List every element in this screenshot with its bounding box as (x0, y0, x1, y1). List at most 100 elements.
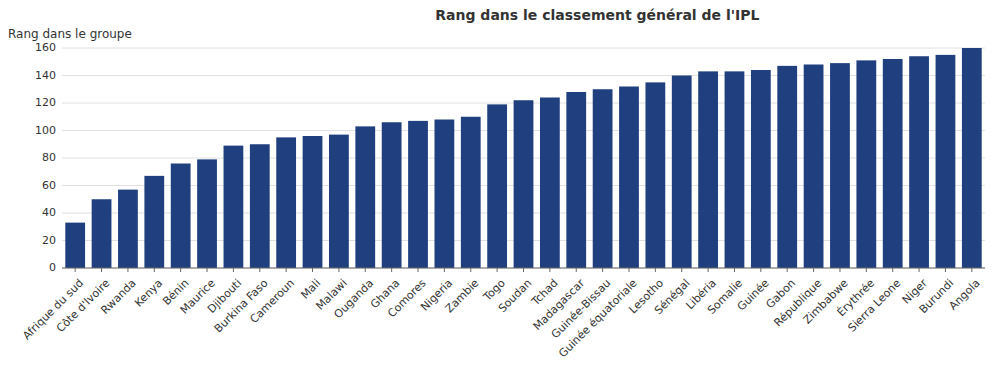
bar (883, 59, 903, 268)
bar (962, 48, 982, 268)
x-tick (576, 268, 577, 272)
x-tick (338, 268, 339, 272)
bar (276, 137, 296, 268)
bar (329, 135, 349, 268)
y-axis-label: Rang dans le groupe (8, 27, 132, 41)
y-tick-label: 80 (42, 151, 56, 164)
grid-line (62, 48, 985, 49)
y-tick-label: 0 (49, 261, 56, 274)
bar (856, 60, 876, 268)
bar (751, 70, 771, 268)
y-grid (62, 48, 985, 268)
bar (672, 76, 692, 269)
bar (593, 89, 613, 268)
x-tick (971, 268, 972, 272)
x-tick (259, 268, 260, 272)
bar (355, 126, 375, 268)
x-tick (391, 268, 392, 272)
x-tick-label: Kenya (132, 277, 165, 310)
bar (408, 121, 428, 268)
x-tick-label: Comores (385, 276, 429, 320)
bar (830, 63, 850, 268)
bar (224, 146, 244, 268)
x-tick (787, 268, 788, 272)
bar (936, 55, 956, 268)
bar (566, 92, 586, 268)
x-tick-label: Cameroun (248, 277, 297, 326)
x-tick (312, 268, 313, 272)
bar (909, 56, 929, 268)
x-axis: Afrique du sudCôte d'IvoireRwandaKenyaBé… (20, 268, 985, 360)
x-tick (127, 268, 128, 272)
bar (171, 164, 191, 269)
bar (725, 71, 745, 268)
x-tick (233, 268, 234, 272)
x-tick (602, 268, 603, 272)
x-tick (207, 268, 208, 272)
bar (303, 136, 323, 268)
x-tick (154, 268, 155, 272)
x-tick-label: Guinée (735, 276, 772, 313)
x-tick (549, 268, 550, 272)
x-tick (760, 268, 761, 272)
x-tick (497, 268, 498, 272)
x-tick (681, 268, 682, 272)
x-tick-label: Sénégal (652, 277, 693, 318)
x-tick (945, 268, 946, 272)
y-axis: 0 20 40 60 80 100 120 140 160 (35, 41, 56, 274)
x-tick (365, 268, 366, 272)
x-tick (286, 268, 287, 272)
bars (65, 48, 981, 268)
x-tick-label: Guinée équatoriale (556, 276, 640, 360)
x-tick (180, 268, 181, 272)
bar (434, 120, 454, 269)
bar (645, 82, 665, 268)
x-tick (708, 268, 709, 272)
y-tick-label: 120 (35, 96, 56, 109)
x-tick (523, 268, 524, 272)
bar (92, 199, 112, 268)
x-tick (470, 268, 471, 272)
y-tick-label: 40 (42, 206, 56, 219)
x-tick-label: Angola (947, 277, 983, 313)
chart-title: Rang dans le classement général de l'IPL (435, 7, 759, 23)
bar (144, 176, 164, 268)
x-tick (418, 268, 419, 272)
bar (461, 117, 481, 268)
x-tick (655, 268, 656, 272)
bar (65, 223, 85, 268)
x-tick-label: Zambie (443, 276, 482, 315)
bar (514, 100, 534, 268)
bar (777, 66, 797, 268)
x-tick (101, 268, 102, 272)
bar (118, 190, 138, 268)
x-tick-label: Soudan (496, 277, 534, 315)
x-tick (444, 268, 445, 272)
x-tick-label: Burundi (917, 277, 957, 317)
x-tick-label: Rwanda (98, 277, 138, 317)
chart-container: 0 20 40 60 80 100 120 140 160 Afrique du sudCôte … (0, 0, 1000, 368)
bar (487, 104, 507, 268)
x-tick-label: Ouganda (331, 277, 376, 322)
x-tick (75, 268, 76, 272)
x-tick (919, 268, 920, 272)
x-tick-label: Sierra Leone (845, 276, 903, 334)
bar (619, 87, 639, 269)
x-tick (628, 268, 629, 272)
y-tick-label: 60 (42, 179, 56, 192)
y-tick-label: 160 (35, 41, 56, 54)
bar (698, 71, 718, 268)
chart-svg: 0 20 40 60 80 100 120 140 160 Afrique du sudCôte … (0, 0, 1000, 368)
x-tick (839, 268, 840, 272)
bar (250, 144, 270, 268)
y-tick-label: 20 (42, 234, 56, 247)
bar (804, 65, 824, 269)
bar (382, 122, 402, 268)
x-tick (734, 268, 735, 272)
x-tick (866, 268, 867, 272)
x-tick (813, 268, 814, 272)
x-tick (892, 268, 893, 272)
y-tick-label: 140 (35, 69, 56, 82)
y-tick-label: 100 (35, 124, 56, 137)
bar (197, 159, 217, 268)
